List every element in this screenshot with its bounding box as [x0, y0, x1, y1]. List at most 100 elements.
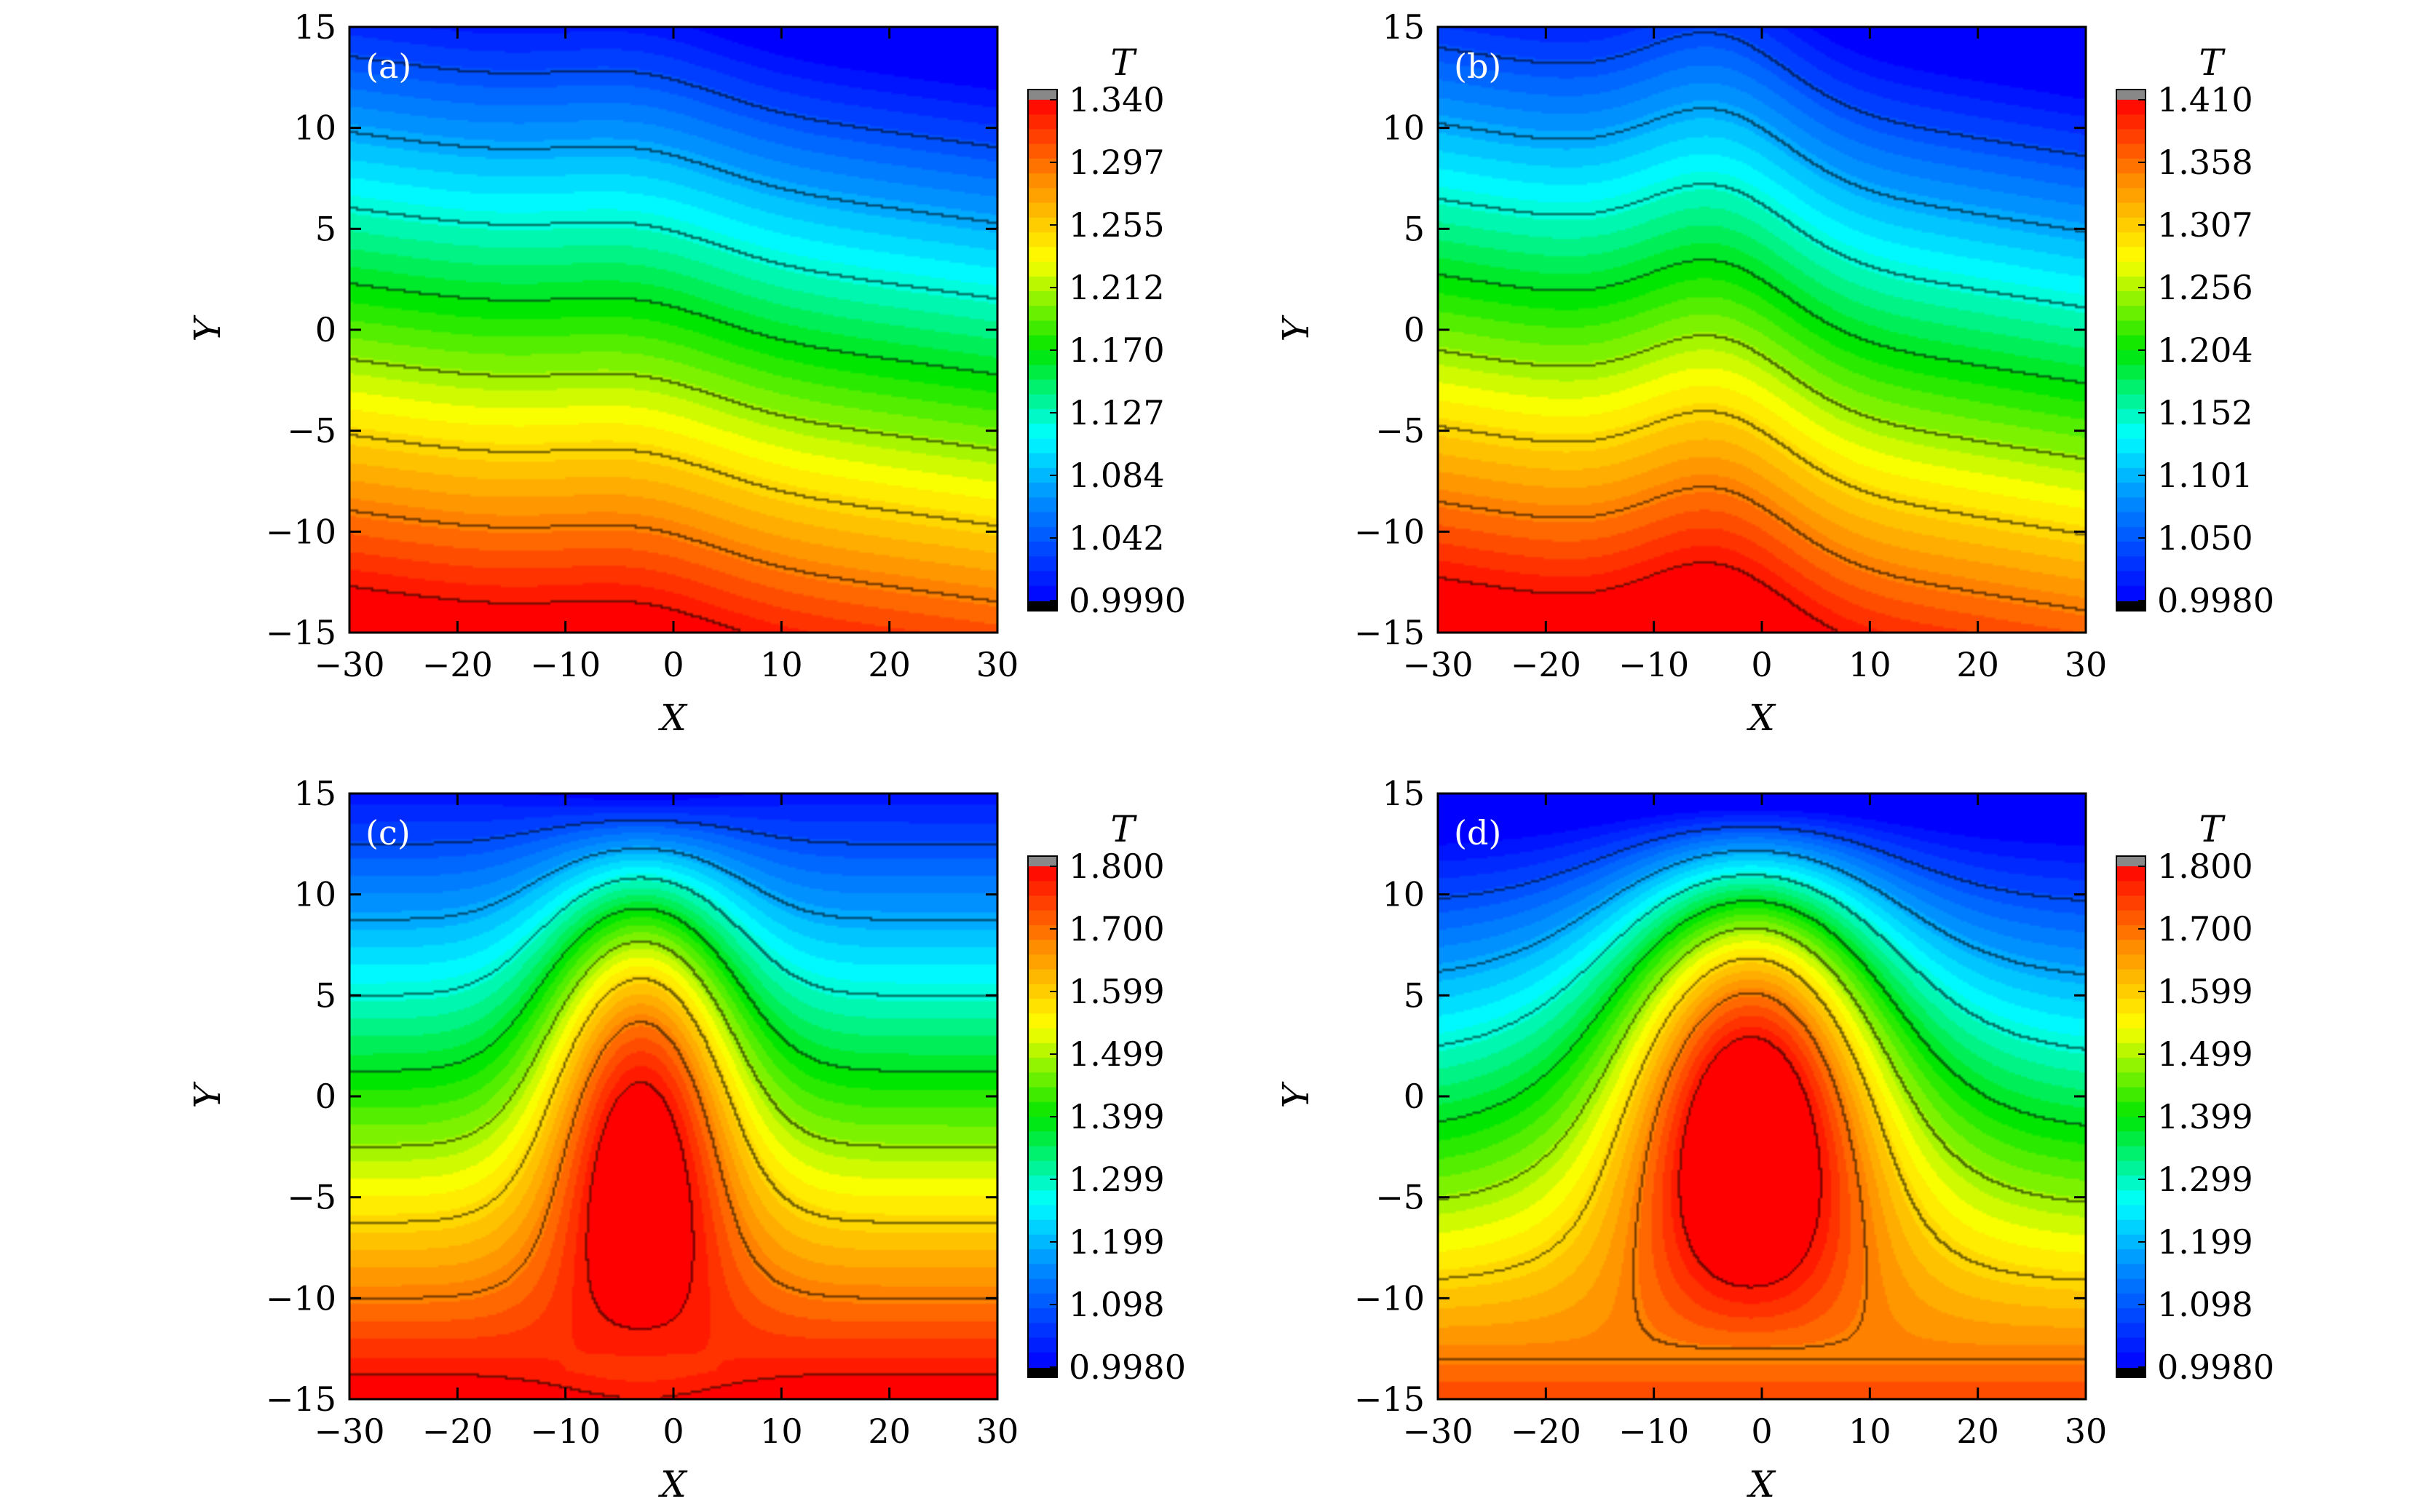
x-tick-label: 10 [760, 645, 803, 684]
colorbar-band [1028, 1160, 1057, 1176]
colorbar-band [2116, 1308, 2146, 1324]
panel-label: (d) [1454, 813, 1501, 852]
colorbar-band [1028, 1249, 1057, 1265]
colorbar-under [1028, 601, 1057, 611]
colorbar-band [2116, 306, 2146, 322]
colorbar-band [1028, 1028, 1057, 1044]
colorbar-band [1028, 556, 1057, 572]
colorbar-band [1028, 1219, 1057, 1235]
colorbar-band [1028, 232, 1057, 248]
colorbar-title: T [1110, 808, 1137, 850]
colorbar-band [2116, 202, 2146, 218]
colorbar-tick-label: 1.499 [2157, 1034, 2253, 1074]
colorbar-band [1028, 1293, 1057, 1310]
temperature-field [349, 793, 997, 1399]
colorbar-band [1028, 408, 1057, 425]
colorbar-tick-label: 1.127 [1069, 393, 1165, 432]
colorbar-band [2116, 1352, 2146, 1368]
colorbar-tick-label: 1.199 [2157, 1222, 2253, 1262]
y-tick-label: −5 [1375, 1178, 1425, 1217]
colorbar-band [1028, 129, 1057, 145]
colorbar-band [2116, 467, 2146, 484]
colorbar-band [1028, 497, 1057, 513]
colorbar-band [2116, 1234, 2146, 1251]
colorbar-over [1028, 856, 1057, 866]
colorbar-band [1028, 910, 1057, 926]
colorbar-band [2116, 276, 2146, 293]
colorbar-band [1028, 158, 1057, 175]
colorbar-band [2116, 925, 2146, 941]
colorbar-tick-label: 1.307 [2157, 205, 2253, 245]
colorbar-tick-label: 1.299 [2157, 1160, 2253, 1199]
colorbar-band [1028, 1131, 1057, 1147]
colorbar-band [2116, 585, 2146, 601]
colorbar-tick-label: 1.499 [1069, 1034, 1165, 1074]
y-axis-title: Y [1275, 1082, 1317, 1109]
x-tick-label: −20 [422, 1412, 493, 1451]
colorbar-tick-label: 1.255 [1069, 205, 1165, 245]
colorbar-band [2116, 261, 2146, 277]
colorbar-band [2116, 114, 2146, 130]
colorbar-band [2116, 143, 2146, 159]
colorbar-band [1028, 1175, 1057, 1192]
colorbar-tick-label: 1.399 [2157, 1097, 2253, 1136]
colorbar-over [2116, 90, 2146, 100]
colorbar-band [1028, 983, 1057, 1000]
colorbar-band [1028, 585, 1057, 601]
x-axis-title: X [657, 1463, 688, 1505]
colorbar-tick-label: 1.101 [2157, 456, 2253, 495]
y-tick-label: −15 [266, 1380, 336, 1419]
y-tick-label: 15 [293, 7, 336, 47]
colorbar-tick-label: 1.170 [1069, 330, 1165, 370]
x-axis-title: X [657, 697, 688, 739]
colorbar-band [1028, 954, 1057, 970]
colorbar-band [2116, 1160, 2146, 1176]
colorbar-band [1028, 143, 1057, 159]
colorbar-band [2116, 100, 2146, 116]
colorbar-title: T [1110, 41, 1137, 84]
x-tick-label: 0 [1751, 1412, 1772, 1451]
colorbar-band [1028, 173, 1057, 189]
colorbar-tick-label: 1.098 [2157, 1285, 2253, 1324]
colorbar-tick-label: 1.399 [1069, 1097, 1165, 1136]
colorbar-band [1028, 424, 1057, 440]
y-tick-label: 5 [1404, 209, 1425, 248]
x-tick-label: 30 [976, 1412, 1019, 1451]
colorbar-band [1028, 895, 1057, 911]
colorbar-band [2116, 983, 2146, 1000]
x-tick-label: −30 [1402, 645, 1473, 684]
panel-label: (c) [365, 813, 411, 852]
colorbar-title: T [2199, 41, 2226, 84]
colorbar-band [2116, 1323, 2146, 1339]
y-axis-title: Y [1275, 315, 1317, 342]
colorbar-band [2116, 217, 2146, 234]
colorbar-band [2116, 232, 2146, 248]
colorbar-tick-label: 0.9990 [1069, 581, 1186, 620]
colorbar-under [2116, 1367, 2146, 1377]
x-axis-title: X [1746, 697, 1776, 739]
colorbar-band [1028, 571, 1057, 587]
colorbar-band [2116, 497, 2146, 513]
colorbar-band [1028, 483, 1057, 499]
colorbar-band [2116, 483, 2146, 499]
colorbar-band [2116, 379, 2146, 395]
colorbar-band [2116, 895, 2146, 911]
colorbar-tick-label: 0.9980 [2157, 581, 2274, 620]
y-tick-label: −5 [287, 411, 336, 451]
colorbar-band [2116, 910, 2146, 926]
x-tick-label: 30 [976, 645, 1019, 684]
colorbar-band [1028, 1308, 1057, 1324]
colorbar-tick-label: 1.084 [1069, 456, 1165, 495]
colorbar-band [2116, 954, 2146, 970]
colorbar-band [2116, 1205, 2146, 1221]
colorbar-band [1028, 512, 1057, 528]
colorbar-band [2116, 1337, 2146, 1353]
colorbar-band [2116, 1146, 2146, 1162]
colorbar-band [1028, 247, 1057, 263]
colorbar-tick-label: 1.212 [1069, 268, 1165, 307]
colorbar-band [2116, 365, 2146, 381]
colorbar-band [2116, 556, 2146, 572]
x-tick-label: 10 [1848, 645, 1891, 684]
colorbar-band [1028, 1087, 1057, 1103]
colorbar-over [2116, 856, 2146, 866]
